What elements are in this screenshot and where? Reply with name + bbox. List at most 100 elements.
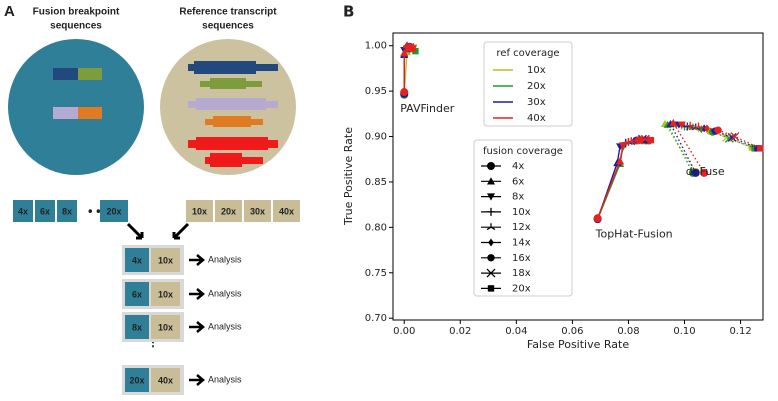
fusion-coverage: 4x — [18, 206, 28, 216]
pair-fusion-box — [125, 315, 149, 339]
fusion-coverage-box — [35, 200, 55, 222]
series-line — [596, 138, 651, 219]
pair-fusion-box — [125, 282, 149, 306]
marker — [635, 136, 644, 144]
marker — [756, 145, 764, 152]
pair-fusion: 4x — [132, 255, 142, 265]
group-label: PAVFinder — [400, 102, 455, 115]
segment — [53, 107, 78, 119]
marker — [694, 122, 703, 130]
arrow — [172, 222, 190, 240]
marker — [487, 177, 495, 185]
left-title: sequences — [50, 21, 102, 32]
marker — [487, 285, 495, 292]
y-tick-label: 0.80 — [365, 222, 387, 233]
pair-ref-box — [151, 315, 180, 339]
x-tick-label: 0.08 — [617, 326, 639, 337]
pair-fusion-box — [125, 368, 149, 392]
x-tick-label: 0.04 — [505, 326, 527, 337]
legend-label: 16x — [512, 253, 531, 264]
marker — [669, 118, 678, 127]
ref-coverage-box — [186, 200, 213, 222]
marker — [730, 132, 740, 141]
left-title: Fusion breakpoint — [33, 7, 120, 18]
pair-ref: 10x — [158, 255, 173, 265]
segment — [78, 107, 102, 119]
fusion-coverage-box — [13, 200, 33, 222]
y-tick-label: 0.70 — [365, 313, 387, 324]
marker — [691, 168, 700, 177]
legend-label: 6x — [512, 176, 524, 187]
pair-ref: 10x — [158, 322, 173, 332]
marker — [400, 88, 409, 97]
pair-ref-box — [151, 368, 180, 392]
result: Analysis — [208, 374, 242, 384]
pair-ref: 40x — [158, 375, 173, 385]
plot-frame — [392, 32, 764, 321]
panel-a: A Fusion breakpoint sequences Reference … — [4, 3, 300, 395]
pair-fusion: 8x — [132, 322, 142, 332]
ref-coverage: 10x — [192, 206, 207, 216]
legend-label: 20x — [512, 283, 531, 294]
legend-label: 10x — [512, 207, 531, 218]
marker — [701, 124, 707, 133]
marker — [487, 207, 495, 216]
legend-label: 14x — [512, 238, 531, 249]
marker — [593, 214, 602, 223]
group-label: deFuse — [686, 165, 725, 178]
marker — [488, 238, 494, 247]
legend-title: fusion coverage — [483, 146, 563, 157]
y-tick-label: 0.95 — [365, 86, 387, 97]
pair-fusion: 20x — [129, 375, 144, 385]
y-tick-label: 1.00 — [365, 41, 387, 52]
right-title: Reference transcript — [179, 7, 277, 18]
fusion-coverage-box — [57, 200, 77, 222]
ref-coverage-box — [215, 200, 242, 222]
legend-label: 4x — [512, 161, 524, 172]
legend-label: 20x — [527, 81, 546, 92]
legend-box — [483, 41, 573, 127]
x-tick-label: 0.02 — [449, 326, 471, 337]
fusion-coverage: 6x — [40, 206, 50, 216]
legend-label: 12x — [512, 222, 531, 233]
marker — [487, 162, 495, 170]
pair-ref-box — [151, 282, 180, 306]
y-tick-label: 0.90 — [365, 132, 387, 143]
marker — [704, 124, 710, 133]
legend-label: 18x — [512, 268, 531, 279]
ref-coverage: 40x — [279, 206, 294, 216]
group-label: TopHat-Fusion — [595, 227, 673, 240]
transcripts — [188, 61, 278, 167]
result: Analysis — [208, 321, 242, 331]
legend-label: 10x — [527, 65, 546, 76]
ref-coverage: 20x — [221, 206, 236, 216]
y-tick-label: 0.75 — [365, 268, 387, 279]
arrow — [126, 222, 144, 240]
legend-label: 30x — [527, 97, 546, 108]
marker — [626, 137, 636, 145]
ref-coverage-box — [244, 200, 271, 222]
ref-coverage: 30x — [250, 206, 265, 216]
result: Analysis — [208, 288, 242, 298]
marker — [400, 48, 409, 57]
arrow — [189, 254, 205, 266]
marker — [487, 254, 495, 262]
marker — [487, 193, 495, 201]
segment — [78, 68, 102, 80]
pair-ref: 10x — [158, 289, 173, 299]
y-tick-label: 0.85 — [365, 177, 387, 188]
series-line — [596, 139, 649, 220]
marker — [616, 157, 625, 165]
pair-fusion: 6x — [132, 289, 142, 299]
panel-b: B False Positive Rate True Positive Rate… — [342, 3, 764, 351]
marker — [714, 126, 722, 134]
marker — [677, 121, 686, 129]
segment — [53, 68, 78, 80]
legend-title: ref coverage — [496, 48, 559, 59]
panel-label: B — [343, 3, 354, 21]
pair-ref-box — [151, 248, 180, 272]
fusion-coverage: 20x — [106, 206, 121, 216]
pair-fusion-box — [125, 248, 149, 272]
x-tick-label: 0.12 — [729, 326, 751, 337]
